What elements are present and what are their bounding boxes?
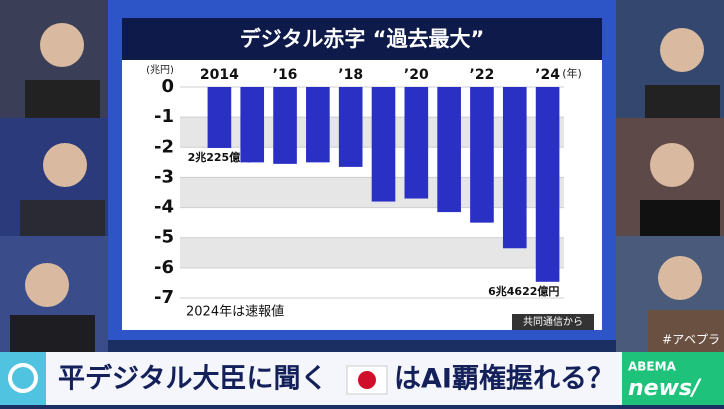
- source: 共同通信から: [523, 316, 583, 328]
- grid-band: [180, 237, 564, 268]
- y-unit: (兆円): [146, 64, 174, 76]
- x-tick-label: 2014: [200, 67, 239, 83]
- x-unit: (年): [562, 66, 582, 80]
- banner-text: はAI覇権握れる？: [394, 363, 614, 395]
- bar: [470, 87, 494, 223]
- people: [10, 23, 724, 352]
- y-tick-label: -4: [154, 197, 174, 218]
- y-tick-label: -5: [154, 227, 174, 248]
- y-tick-label: 0: [161, 76, 174, 97]
- banner-icon: [0, 352, 46, 405]
- source-bg: [512, 314, 594, 330]
- value-label: 2兆225億円: [188, 150, 252, 164]
- icon: [8, 363, 38, 393]
- bar: [207, 87, 232, 148]
- bar: [240, 87, 265, 163]
- logo: ABEMA: [628, 360, 677, 374]
- y-tick-label: -3: [154, 166, 174, 187]
- y-tick-label: -1: [154, 106, 174, 127]
- x-tick-label: ’18: [338, 67, 363, 83]
- bar: [437, 87, 461, 213]
- x-tick-label: ’24: [535, 67, 560, 83]
- bar: [404, 87, 429, 199]
- x-tick-label: ’16: [273, 67, 298, 83]
- bar: [371, 87, 396, 202]
- y-tick-label: -7: [154, 287, 174, 308]
- banner-text: 平デジタル大臣に聞く: [58, 363, 327, 395]
- logo-bg: [622, 352, 724, 405]
- bar: [273, 87, 297, 164]
- bar: [338, 87, 363, 167]
- x-tick-label: ’20: [404, 67, 429, 83]
- plot: 0 -1 -2 -3 -4 -5 -6 -7 2014 2兆225億円 ’16 ’18 ’20 ’22 ’2…: [154, 67, 564, 308]
- value-label: 6兆4622億円: [488, 284, 559, 298]
- bar: [306, 87, 330, 163]
- y-tick-label: -2: [154, 136, 174, 157]
- bar: [502, 87, 527, 249]
- flag-sun: [358, 371, 376, 389]
- note: 2024年は速報値: [186, 304, 284, 320]
- title-bar: [122, 18, 602, 60]
- hashtag: #アベプラ: [662, 333, 720, 347]
- bar: [535, 87, 560, 282]
- chart-title: デジタル赤字 “過去最大”: [240, 27, 485, 51]
- y-tick-label: -6: [154, 257, 174, 278]
- x-tick-label: ’22: [470, 67, 495, 83]
- logo: news/: [628, 376, 702, 401]
